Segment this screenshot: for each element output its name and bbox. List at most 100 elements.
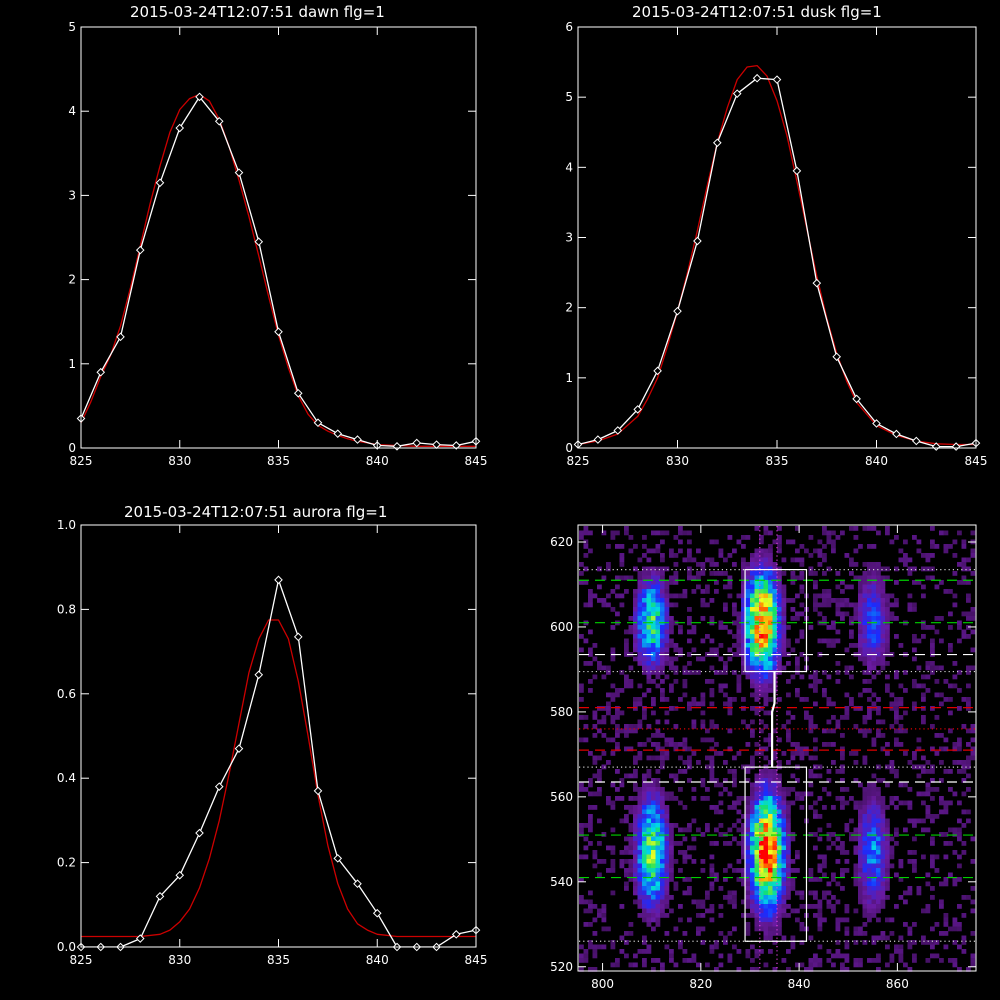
image-ytick-label: 620 [550, 535, 573, 549]
dawn-data-point [333, 429, 343, 438]
dusk-chart: 825 830 835 840 845 0 1 2 3 4 5 6 [565, 20, 987, 468]
dusk-ytick-label: 5 [565, 90, 573, 104]
dusk-chart-title: 2015-03-24T12:07:51 dusk flg=1 [632, 3, 882, 21]
dawn-data-point [116, 332, 125, 342]
dusk-data-point [673, 306, 682, 316]
dawn-data-point [432, 440, 441, 449]
dusk-data-point [852, 394, 861, 404]
dusk-data-point [772, 75, 782, 84]
dusk-data-point [693, 236, 702, 246]
image-chart: 800 820 840 860 520 540 560 580 600 620 [550, 524, 977, 991]
dawn-data-point [214, 116, 224, 126]
dawn-ytick-label: 5 [68, 20, 76, 34]
dawn-chart-title: 2015-03-24T12:07:51 dawn flg=1 [130, 3, 385, 21]
dusk-xtick-label: 835 [766, 454, 789, 468]
dusk-data-point [892, 429, 901, 439]
dusk-data-point [653, 366, 662, 376]
dawn-data-point [353, 435, 362, 444]
aurora-ytick-label: 0.0 [57, 940, 76, 954]
image-xtick-label: 860 [886, 977, 909, 991]
dawn-data-point [412, 438, 422, 448]
image-plot-frame [577, 524, 977, 972]
aurora-data-point [274, 575, 283, 585]
aurora-xtick-label: 835 [267, 953, 290, 967]
aurora-plot-frame [80, 524, 477, 948]
aurora-data-point [372, 908, 382, 918]
dusk-xtick-label: 830 [666, 454, 689, 468]
aurora-data-point [353, 879, 362, 889]
aurora-xtick-label: 840 [366, 953, 389, 967]
aurora-data-point [451, 930, 461, 939]
dusk-plot-area [578, 64, 976, 448]
dusk-ytick-label: 4 [565, 160, 573, 174]
dawn-data-point [254, 237, 264, 247]
aurora-data-point [333, 854, 343, 863]
image-ytick-label: 560 [550, 790, 573, 804]
dawn-data-line [81, 96, 476, 447]
dawn-data-point [392, 442, 402, 451]
dawn-data-point [96, 367, 106, 377]
dawn-data-point [313, 418, 323, 428]
dawn-xtick-label: 845 [465, 454, 488, 468]
dusk-data-point [593, 435, 603, 444]
dawn-data-point [451, 441, 461, 450]
dawn-data-point [175, 123, 185, 133]
dusk-xtick-label: 840 [865, 454, 888, 468]
aurora-plot-area [81, 579, 476, 947]
dawn-ytick-label: 2 [68, 273, 76, 287]
aurora-ytick-label: 0.2 [57, 856, 76, 870]
dusk-ytick-label: 1 [565, 371, 573, 385]
aurora-ytick-label: 1.0 [57, 518, 76, 532]
image-ytick-label: 600 [550, 620, 573, 634]
image-center-trace [770, 671, 776, 768]
aurora-data-point [313, 786, 323, 796]
dusk-data-point [812, 278, 822, 288]
dawn-ytick-label: 3 [68, 188, 76, 202]
dawn-data-point [234, 168, 244, 177]
dusk-data-point [712, 138, 722, 148]
image-xtick-label: 840 [788, 977, 811, 991]
dusk-data-point [911, 436, 921, 446]
image-window-box [744, 766, 808, 942]
dawn-chart: 825 830 835 840 845 0 1 2 3 4 5 [68, 20, 487, 468]
dusk-data-point [613, 426, 623, 435]
aurora-data-point [293, 632, 303, 642]
dusk-ytick-label: 6 [565, 20, 573, 34]
image-xtick-label: 800 [591, 977, 614, 991]
dawn-data-point [293, 388, 303, 398]
image-ytick-label: 580 [550, 705, 573, 719]
dusk-ytick-label: 2 [565, 301, 573, 315]
dusk-data-line [578, 77, 976, 448]
aurora-data-point [195, 828, 204, 838]
dusk-xtick-label: 825 [567, 454, 590, 468]
aurora-ytick-label: 0.6 [57, 687, 76, 701]
aurora-data-point [254, 670, 264, 680]
dawn-data-point [135, 245, 145, 255]
dusk-data-point [832, 352, 842, 362]
dusk-data-point [792, 166, 802, 176]
image-window-box [744, 568, 808, 673]
dawn-ytick-label: 4 [68, 104, 76, 118]
dusk-ytick-label: 0 [565, 441, 573, 455]
dawn-xtick-label: 840 [366, 454, 389, 468]
dusk-ytick-label: 3 [565, 231, 573, 245]
dusk-fit-line [578, 64, 976, 446]
image-xtick-label: 820 [689, 977, 712, 991]
dawn-xtick-label: 835 [267, 454, 290, 468]
dawn-xtick-label: 825 [70, 454, 93, 468]
aurora-data-point [155, 892, 165, 901]
dusk-data-point [732, 89, 742, 98]
aurora-xtick-label: 825 [70, 953, 93, 967]
dawn-data-point [195, 92, 204, 102]
dawn-ytick-label: 1 [68, 357, 76, 371]
dusk-data-point [752, 73, 762, 83]
dusk-data-point [872, 419, 881, 428]
dawn-fit-line [81, 93, 476, 447]
aurora-xtick-label: 845 [465, 953, 488, 967]
dawn-plot-frame [80, 26, 477, 449]
dusk-plot-frame [577, 26, 977, 449]
dawn-data-point [155, 178, 165, 188]
aurora-ytick-label: 0.8 [57, 602, 76, 616]
aurora-data-point [234, 744, 244, 753]
